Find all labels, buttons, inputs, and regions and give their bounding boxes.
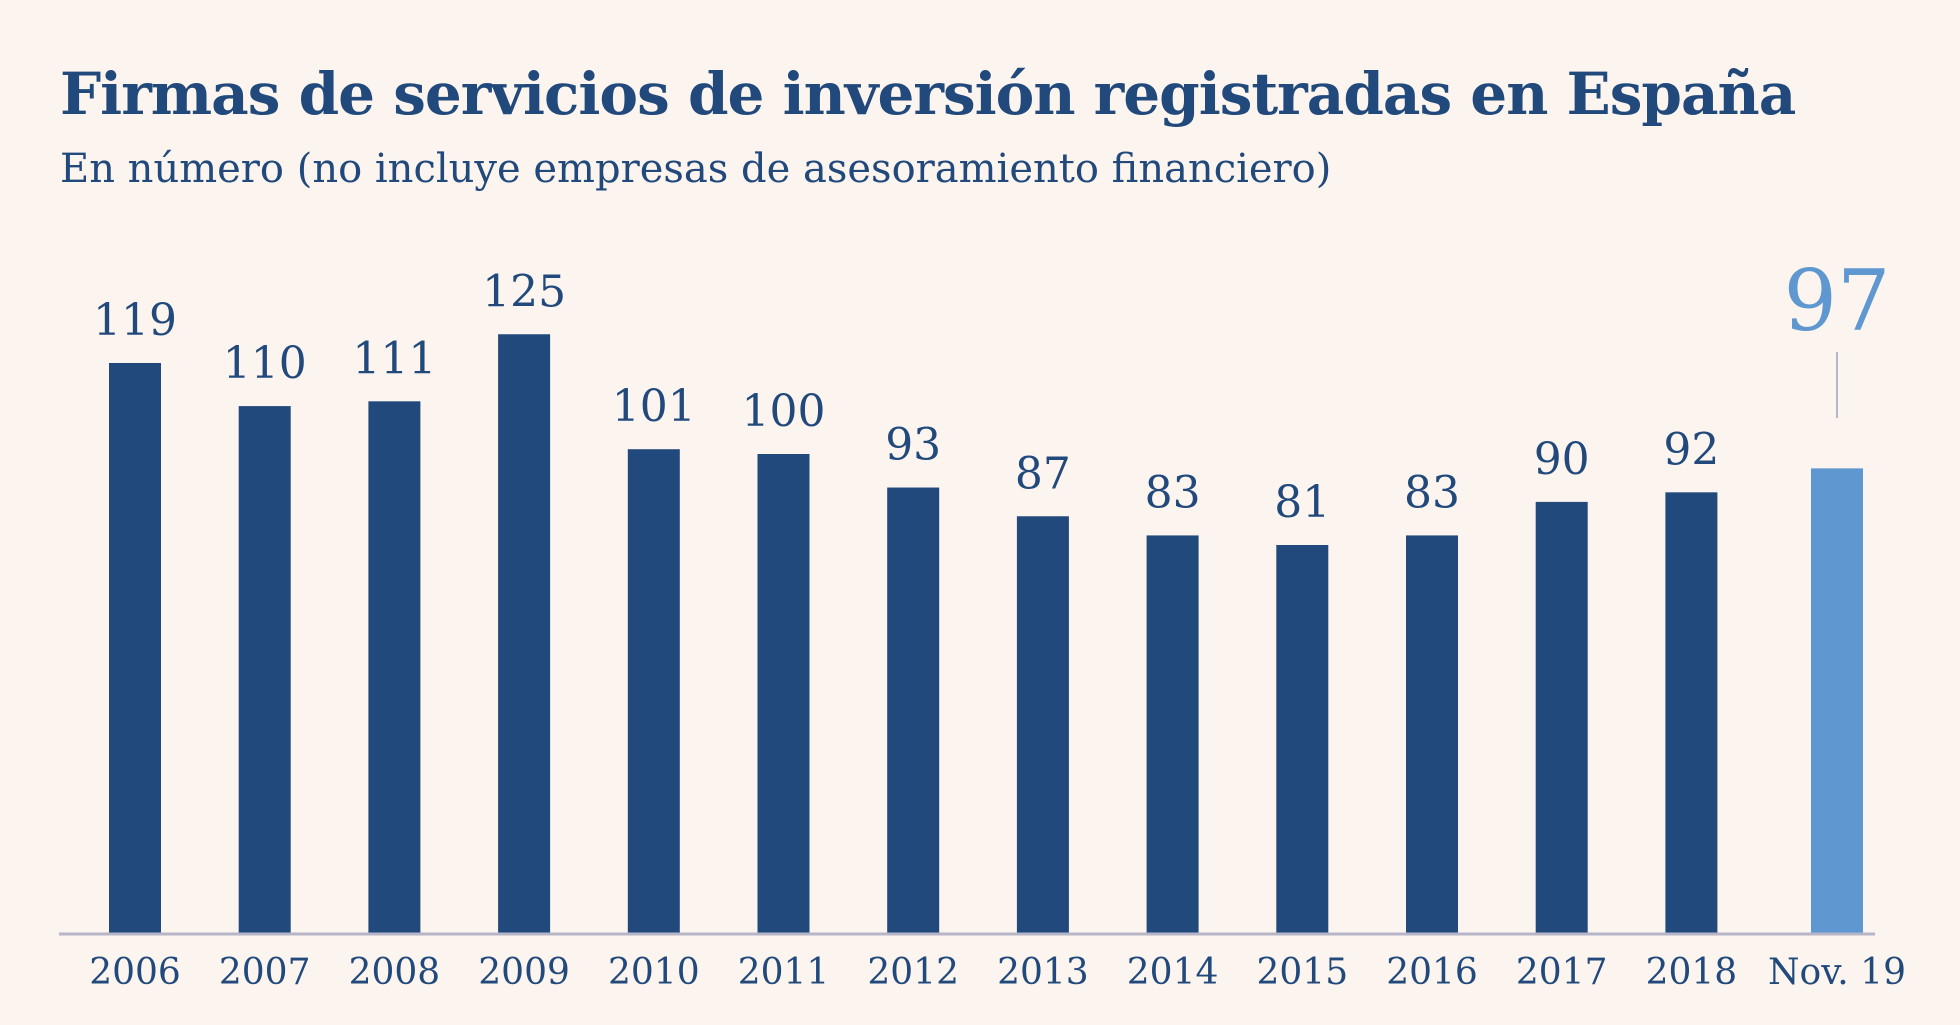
data-label: 81 xyxy=(1274,477,1330,528)
chart-title: Firmas de servicios de inversión registr… xyxy=(60,60,1796,128)
data-label: 92 xyxy=(1663,424,1719,475)
bar-2009 xyxy=(498,334,551,933)
bar-2011 xyxy=(757,454,810,933)
x-tick-label: 2015 xyxy=(1256,952,1348,993)
x-tick-label: 2014 xyxy=(1127,952,1219,993)
x-tick-label: 2006 xyxy=(89,952,181,993)
bar-2015 xyxy=(1276,545,1329,933)
data-label: 119 xyxy=(93,295,177,346)
data-label: 100 xyxy=(742,386,826,437)
x-tick-label: 2010 xyxy=(608,952,700,993)
chart-subtitle: En número (no incluye empresas de asesor… xyxy=(60,146,1332,192)
data-label: 97 xyxy=(1784,252,1891,350)
bar-2007 xyxy=(238,406,291,934)
bar-nov-19 xyxy=(1811,468,1863,933)
x-tick-label: 2007 xyxy=(219,952,311,993)
x-tick-label: 2012 xyxy=(867,952,959,993)
bar-2014 xyxy=(1146,535,1199,933)
x-tick-label: Nov. 19 xyxy=(1768,952,1906,993)
bar-2008 xyxy=(368,401,421,933)
x-tick-label: 2009 xyxy=(478,952,570,993)
bar-2017 xyxy=(1535,501,1588,933)
data-label: 83 xyxy=(1404,467,1460,518)
bar-2016 xyxy=(1406,535,1458,933)
bar-2013 xyxy=(1016,516,1069,933)
data-label: 83 xyxy=(1145,467,1201,518)
x-tick-label: 2018 xyxy=(1646,952,1738,993)
bar-2010 xyxy=(627,449,680,933)
data-label: 101 xyxy=(612,381,696,432)
bar-2018 xyxy=(1665,492,1718,933)
data-label: 90 xyxy=(1534,434,1590,485)
bar-2006 xyxy=(109,362,161,933)
x-tick-label: 2013 xyxy=(997,952,1089,993)
x-tick-label: 2017 xyxy=(1516,952,1608,993)
x-tick-label: 2016 xyxy=(1386,952,1478,993)
data-label: 87 xyxy=(1015,448,1071,499)
bar-2012 xyxy=(887,487,940,933)
x-tick-label: 2008 xyxy=(349,952,441,993)
data-label: 125 xyxy=(482,266,566,317)
data-label: 93 xyxy=(885,420,941,471)
data-label: 111 xyxy=(352,333,436,384)
x-tick-label: 2011 xyxy=(738,952,830,993)
data-label: 110 xyxy=(223,338,307,389)
